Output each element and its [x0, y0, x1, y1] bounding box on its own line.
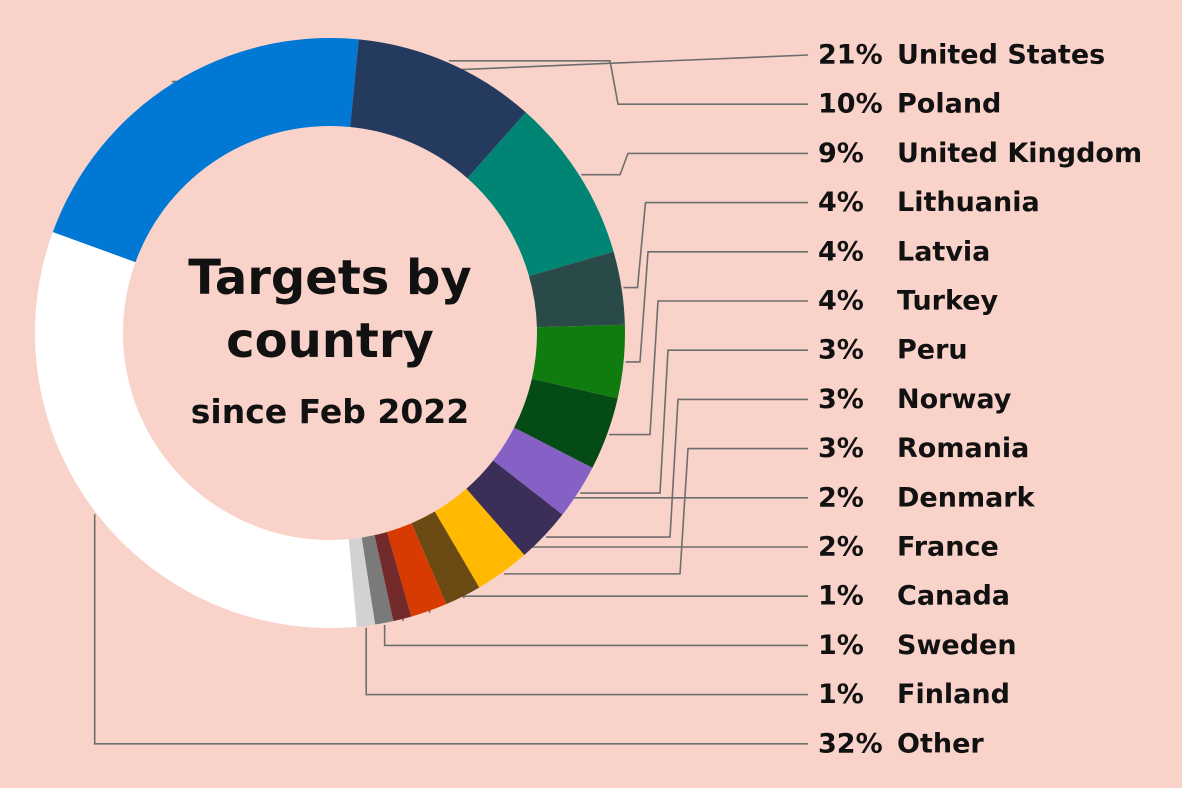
slice-united-states: [52, 38, 359, 263]
legend-value-lithuania: 4%: [818, 187, 864, 218]
chart-title-line-1: Targets by: [188, 250, 471, 306]
slice-sweden: [361, 535, 394, 625]
slice-peru: [493, 427, 593, 515]
legend-value-poland: 10%: [818, 89, 883, 120]
leader-line-norway: [545, 398, 808, 538]
legend-label-canada: Canada: [897, 581, 1010, 612]
slice-romania: [434, 488, 525, 588]
legend-label-peru: Peru: [897, 335, 968, 366]
slice-france: [387, 523, 447, 617]
leader-line-finland: [365, 627, 808, 696]
legend-value-finland: 1%: [818, 679, 864, 710]
legend-label-norway: Norway: [897, 384, 1012, 415]
leader-line-lithuania: [623, 201, 808, 289]
legend-label-turkey: Turkey: [897, 286, 999, 317]
legend-label-denmark: Denmark: [897, 482, 1036, 513]
leader-line-other: [93, 514, 808, 745]
legend-value-canada: 1%: [818, 581, 864, 612]
slice-norway: [466, 460, 563, 555]
legend-value-latvia: 4%: [818, 236, 864, 267]
legend-value-denmark: 2%: [818, 482, 864, 513]
slice-latvia: [531, 324, 625, 399]
chart-title-line-2: country: [226, 313, 434, 369]
legend-value-norway: 3%: [818, 384, 864, 415]
legend-label-lithuania: Lithuania: [897, 187, 1040, 218]
leader-line-peru: [580, 349, 808, 494]
slice-turkey: [514, 378, 618, 468]
legend-label-united-states: United States: [897, 40, 1105, 71]
legend-label-france: France: [897, 532, 999, 563]
legend-value-peru: 3%: [818, 335, 864, 366]
legend-label-sweden: Sweden: [897, 630, 1017, 661]
legend-label-romania: Romania: [897, 433, 1029, 464]
legend-value-france: 2%: [818, 532, 864, 563]
legend-value-united-kingdom: 9%: [818, 138, 864, 169]
legend-label-other: Other: [897, 728, 984, 759]
slice-united-kingdom: [467, 112, 614, 276]
slice-finland: [348, 537, 376, 627]
legend-label-finland: Finland: [897, 679, 1010, 710]
leader-line-latvia: [625, 251, 808, 363]
slice-lithuania: [528, 251, 625, 328]
legend-label-latvia: Latvia: [897, 236, 990, 267]
legend: 21% United States 10% Poland 9% United Kingdo…: [818, 40, 1142, 760]
legend-value-turkey: 4%: [818, 286, 864, 317]
legend-label-poland: Poland: [897, 89, 1001, 120]
slice-other: [34, 232, 357, 628]
leader-line-romania: [503, 447, 808, 575]
leader-line-turkey: [609, 300, 808, 436]
chart-subtitle: since Feb 2022: [191, 392, 469, 431]
leader-line-sweden: [383, 624, 808, 647]
legend-value-sweden: 1%: [818, 630, 864, 661]
leader-line-united-kingdom: [581, 152, 808, 176]
leader-line-poland: [448, 60, 808, 105]
donut-slices: [34, 38, 625, 628]
legend-value-other: 32%: [818, 728, 883, 759]
chart-center-label: Targets by country since Feb 2022: [188, 250, 471, 431]
legend-value-united-states: 21%: [818, 40, 883, 71]
slice-denmark: [411, 511, 480, 605]
leader-line-canada: [402, 595, 808, 621]
legend-value-romania: 3%: [818, 433, 864, 464]
slice-poland: [350, 39, 526, 179]
slice-canada: [374, 531, 412, 622]
legend-label-united-kingdom: United Kingdom: [897, 138, 1142, 169]
